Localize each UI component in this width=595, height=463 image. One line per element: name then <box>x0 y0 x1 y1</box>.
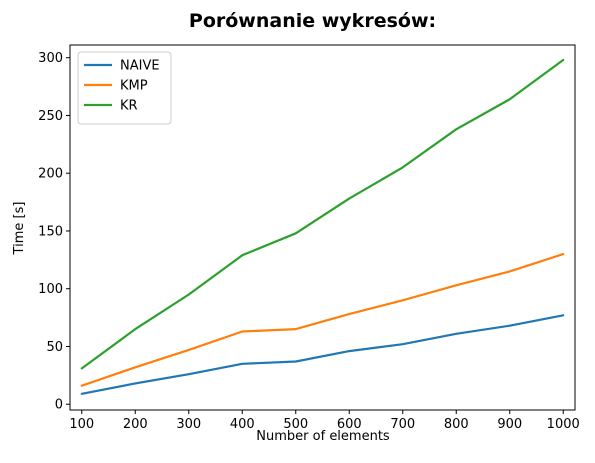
y-tick-label: 300 <box>38 51 63 66</box>
legend-label-kmp: KMP <box>120 79 148 94</box>
series-line-naive <box>80 314 565 395</box>
y-tick-label: 100 <box>38 282 63 297</box>
series-line-kmp <box>80 253 565 387</box>
x-tick-label: 300 <box>176 417 201 432</box>
legend: NAIVE KMP KR <box>77 51 172 125</box>
chart-title: Porównanie wykresów: <box>188 10 437 32</box>
series-line-kr <box>80 58 565 370</box>
x-tick-label: 900 <box>497 417 522 432</box>
x-tick-label: 200 <box>123 417 148 432</box>
x-axis-label: Number of elements <box>256 429 390 444</box>
y-tick-label: 250 <box>38 109 63 124</box>
x-tick-label: 800 <box>444 417 469 432</box>
y-axis-label: Time [s] <box>12 202 27 256</box>
x-tick-label: 500 <box>283 417 308 432</box>
x-tick-label: 600 <box>337 417 362 432</box>
legend-label-naive: NAIVE <box>120 59 160 74</box>
x-tick-label: 400 <box>230 417 255 432</box>
y-tick-label: 50 <box>46 340 63 355</box>
x-tick-label: 700 <box>390 417 415 432</box>
y-tick-label: 150 <box>38 224 63 239</box>
y-tick-label: 200 <box>38 167 63 182</box>
x-tick-label: 100 <box>69 417 94 432</box>
y-tick-label: 0 <box>55 398 63 413</box>
x-tick-label: 1000 <box>547 417 580 432</box>
legend-label-kr: KR <box>120 99 138 114</box>
